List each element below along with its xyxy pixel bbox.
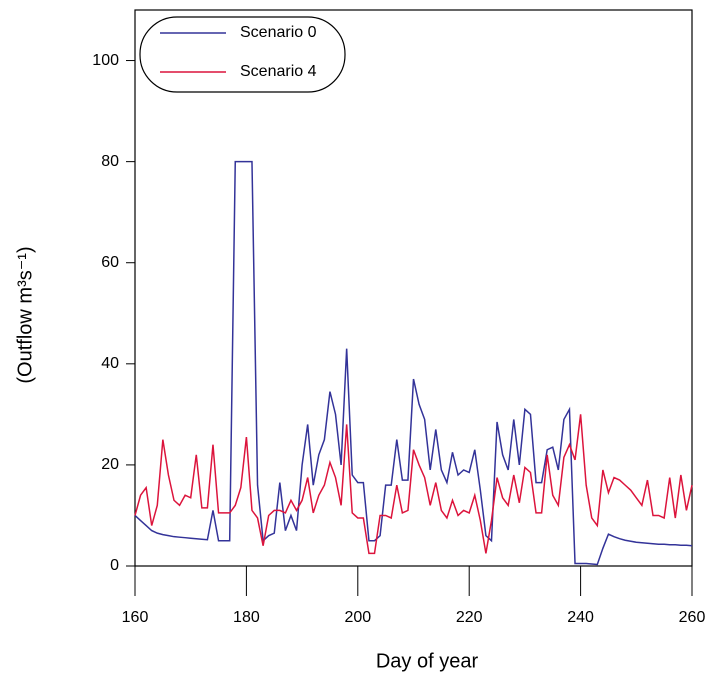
y-tick-label: 0 xyxy=(110,557,119,574)
x-tick-label: 240 xyxy=(567,609,594,626)
series-line xyxy=(134,414,693,555)
x-tick-label: 260 xyxy=(679,609,706,626)
y-tick-label: 40 xyxy=(101,355,119,372)
legend-label: Scenario 0 xyxy=(240,24,317,41)
x-tick-label: 220 xyxy=(456,609,483,626)
y-tick-label: 80 xyxy=(101,153,119,170)
x-tick-label: 160 xyxy=(122,609,149,626)
legend-box xyxy=(139,16,346,93)
x-axis-label: Day of year xyxy=(376,650,479,672)
plot-frame xyxy=(134,9,693,567)
series-line xyxy=(134,160,693,566)
x-tick-label: 180 xyxy=(233,609,260,626)
x-tick-label: 200 xyxy=(344,609,371,626)
y-tick-label: 100 xyxy=(92,52,119,69)
legend-label: Scenario 4 xyxy=(240,63,317,80)
y-tick-label: 60 xyxy=(101,254,119,271)
y-tick-label: 20 xyxy=(101,456,119,473)
y-axis-label: (Outflow m³s⁻¹) xyxy=(14,246,36,383)
